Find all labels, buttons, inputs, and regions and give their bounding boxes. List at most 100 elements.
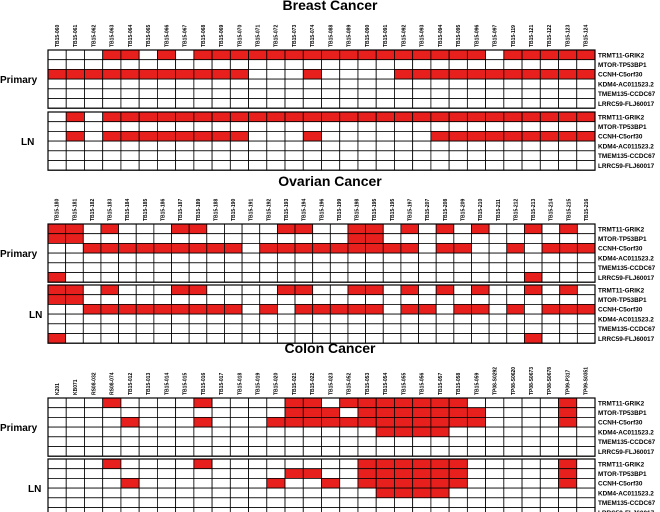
cell-fusion-present: [188, 303, 208, 315]
cell-fusion-absent: [375, 121, 395, 132]
cell-fusion-absent: [576, 284, 596, 296]
cell-fusion-absent: [241, 313, 261, 325]
cell-fusion-present: [559, 303, 578, 315]
cell-fusion-absent: [448, 59, 468, 70]
cell-fusion-present: [329, 242, 349, 254]
cell-fusion-absent: [211, 487, 231, 499]
cell-fusion-absent: [418, 242, 437, 254]
cell-fusion-absent: [375, 446, 395, 457]
cell-fusion-absent: [294, 233, 314, 244]
cell-fusion-absent: [102, 407, 122, 418]
cell-fusion-absent: [503, 477, 523, 489]
cell-fusion-absent: [284, 458, 304, 470]
gene-label: TRMT11-GRIK2: [598, 52, 645, 59]
cell-fusion-absent: [382, 303, 402, 315]
cell-fusion-absent: [224, 323, 243, 334]
cell-fusion-absent: [430, 160, 450, 171]
cell-fusion-present: [448, 397, 468, 409]
cell-fusion-absent: [84, 468, 104, 479]
cell-fusion-absent: [82, 284, 102, 296]
gene-label: LRRC59-FLJ60017: [598, 336, 655, 343]
cell-fusion-absent: [506, 223, 525, 235]
panel-ovarian-cancer: Ovarian Cancer TB15-180 TB15-181 TB15-182 TB…: [0, 173, 656, 344]
sample-label: TB15-012: [128, 373, 134, 395]
sample-label: TB15-089: [347, 25, 353, 47]
sample-label: TB15-070: [237, 25, 243, 47]
cell-fusion-absent: [488, 223, 508, 235]
sample-label: TB15-063: [110, 25, 116, 47]
sample-label: TB15-190: [231, 199, 237, 221]
cell-fusion-absent: [229, 407, 249, 418]
cell-fusion-absent: [576, 507, 596, 512]
cell-fusion-absent: [418, 323, 437, 334]
cell-fusion-present: [171, 303, 190, 315]
cell-fusion-absent: [120, 121, 140, 132]
cell-fusion-present: [471, 303, 490, 315]
cell-fusion-absent: [435, 233, 455, 244]
cell-fusion-absent: [521, 59, 541, 70]
cell-fusion-absent: [576, 252, 596, 264]
cell-fusion-absent: [84, 397, 104, 409]
cell-fusion-absent: [339, 98, 359, 109]
cell-fusion-absent: [241, 323, 261, 334]
cell-fusion-absent: [453, 294, 472, 305]
cell-fusion-absent: [506, 323, 525, 334]
cell-fusion-absent: [521, 487, 541, 499]
cell-fusion-present: [302, 468, 322, 479]
cell-fusion-present: [138, 130, 158, 142]
cell-fusion-absent: [541, 262, 561, 273]
cell-fusion-absent: [284, 487, 304, 499]
cell-fusion-absent: [394, 446, 414, 457]
cell-fusion-absent: [466, 477, 486, 489]
cell-fusion-absent: [576, 150, 596, 161]
cell-fusion-present: [448, 416, 468, 428]
cell-fusion-absent: [102, 121, 122, 132]
cell-fusion-present: [266, 49, 286, 61]
cell-fusion-absent: [156, 407, 177, 418]
cell-fusion-absent: [400, 262, 419, 273]
cell-fusion-absent: [84, 160, 104, 171]
cell-fusion-present: [375, 468, 395, 479]
cell-fusion-absent: [312, 284, 331, 296]
cell-fusion-absent: [259, 262, 278, 273]
cell-fusion-absent: [153, 323, 172, 334]
cell-fusion-present: [357, 407, 377, 418]
cell-fusion-absent: [488, 262, 508, 273]
cell-fusion-absent: [453, 333, 472, 344]
cell-fusion-absent: [84, 121, 104, 132]
cell-fusion-absent: [503, 121, 523, 132]
sample-label: TB15-096: [474, 25, 480, 47]
cell-fusion-absent: [156, 121, 177, 132]
cell-fusion-absent: [357, 59, 377, 70]
cell-fusion-absent: [47, 88, 67, 99]
cell-fusion-absent: [259, 294, 278, 305]
sample-label: TB15-071: [255, 25, 261, 47]
cell-fusion-absent: [302, 477, 322, 489]
cell-fusion-present: [211, 69, 231, 80]
cell-fusion-absent: [266, 88, 286, 99]
cell-fusion-absent: [206, 223, 225, 235]
gene-label: MTOR-TP53BP1: [598, 236, 647, 243]
cell-fusion-absent: [211, 59, 231, 70]
cell-fusion-absent: [193, 88, 213, 99]
sample-label: TB15-055: [401, 373, 407, 395]
cell-fusion-absent: [558, 436, 578, 447]
cell-fusion-absent: [321, 130, 341, 142]
gene-label: LRRC59-FLJ60017: [598, 449, 655, 456]
cell-fusion-absent: [400, 333, 419, 344]
cell-fusion-absent: [266, 150, 286, 161]
cell-fusion-absent: [284, 98, 304, 109]
gene-label: CCNH-C5orf30: [598, 72, 643, 79]
cell-fusion-absent: [266, 436, 286, 447]
cell-fusion-absent: [539, 436, 559, 447]
cell-fusion-absent: [357, 121, 377, 132]
cell-fusion-absent: [466, 160, 486, 171]
cell-fusion-absent: [47, 160, 67, 171]
cell-fusion-absent: [430, 497, 450, 508]
cell-fusion-present: [521, 69, 541, 80]
cell-fusion-present: [576, 130, 596, 142]
cell-fusion-absent: [84, 477, 104, 489]
cell-fusion-absent: [171, 323, 190, 334]
cell-fusion-absent: [521, 397, 541, 409]
cell-fusion-absent: [102, 59, 122, 70]
